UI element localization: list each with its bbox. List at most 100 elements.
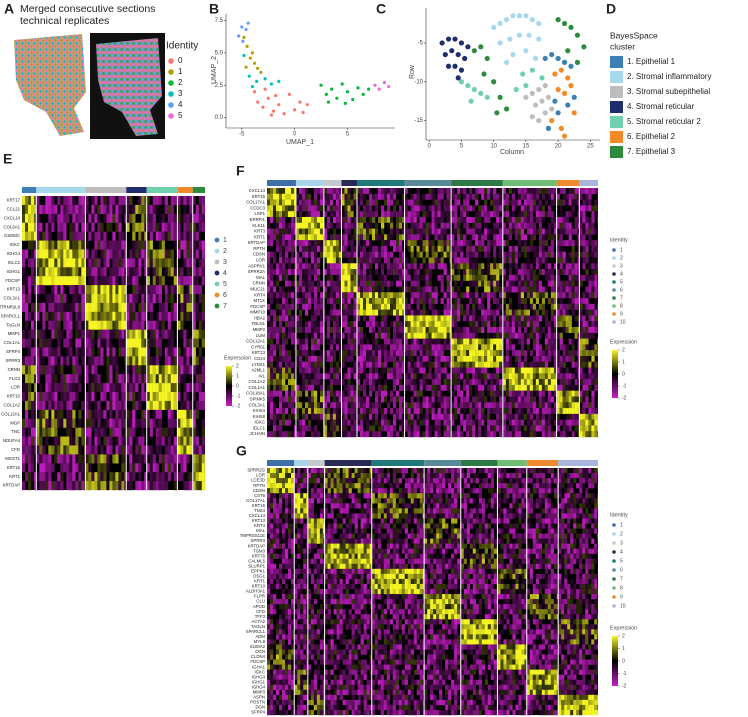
heatmap-cell (158, 481, 162, 491)
heatmap-cell (505, 425, 510, 432)
heatmap-cell (291, 188, 295, 194)
heatmap-cell (437, 326, 441, 333)
heatmap-cell (395, 355, 400, 362)
heatmap-cell (192, 383, 196, 393)
heatmap-cell (282, 240, 286, 247)
heatmap-cell (413, 228, 417, 235)
heatmap-cell (422, 257, 426, 264)
heatmap-cell (329, 425, 334, 432)
heatmap-cell (332, 332, 337, 339)
heatmap-cell (288, 292, 292, 299)
heatmap-cell (377, 205, 382, 212)
heatmap-cell (368, 373, 373, 380)
heatmap-cell (124, 276, 127, 286)
heatmap-cell (291, 413, 295, 420)
heatmap-cell (34, 347, 37, 357)
heatmap-cell (313, 199, 318, 206)
data-point (478, 44, 484, 50)
heatmap-cell (460, 245, 464, 252)
heatmap-cell (31, 472, 35, 482)
heatmap-cell (84, 258, 86, 268)
heatmap-cell (341, 413, 345, 420)
heatmap-cell (141, 329, 145, 339)
heatmap-cell (374, 355, 379, 362)
heatmap-cell (493, 205, 497, 212)
heatmap-cell (135, 436, 139, 446)
heatmap-cell (353, 188, 357, 194)
heatmap-cell (81, 204, 85, 215)
heatmap-cell (22, 249, 26, 259)
heatmap-cell (359, 309, 364, 316)
heatmap-cell (39, 454, 43, 464)
heatmap-cell (404, 309, 408, 316)
heatmap-cell (383, 303, 388, 310)
heatmap-cell (313, 303, 318, 310)
heatmap-cell (443, 396, 447, 403)
heatmap-cell (180, 454, 184, 464)
data-point (340, 82, 344, 86)
x-tick-label: 10 (490, 144, 497, 150)
heatmap-cell (437, 361, 441, 368)
heatmap-cell (146, 409, 150, 419)
data-point (366, 87, 371, 91)
heatmap-cell (449, 373, 452, 380)
heatmap-cell (329, 309, 334, 316)
heatmap-cell (295, 205, 300, 212)
heatmap-cell (106, 204, 110, 215)
heatmap-cell (398, 292, 403, 299)
heatmap-cell (170, 400, 174, 411)
heatmap-cell (57, 338, 61, 348)
heatmap-cell (475, 188, 479, 194)
heatmap-cell (475, 193, 479, 200)
heatmap-cell (374, 286, 379, 293)
heatmap-cell (449, 361, 452, 368)
heatmap-cell (28, 276, 32, 286)
gene-label: NDUFA4 (3, 438, 21, 443)
heatmap-cell (377, 408, 382, 415)
heatmap-cell (407, 373, 411, 380)
heatmap-cell (164, 427, 168, 437)
heatmap-cell (109, 222, 113, 232)
heatmap-cell (353, 332, 357, 339)
heatmap-cell (51, 418, 55, 428)
gene-label: IGKC (9, 242, 20, 247)
heatmap-cell (301, 431, 306, 438)
heatmap-cell (377, 361, 382, 368)
heatmap-cell (463, 367, 467, 374)
heatmap-cell (443, 199, 447, 206)
heatmap-cell (466, 222, 470, 229)
heatmap-cell (28, 240, 32, 250)
heatmap-cell (437, 315, 441, 322)
heatmap-cell (313, 269, 318, 276)
heatmap-cell (457, 431, 461, 438)
heatmap-cell (121, 267, 125, 277)
heatmap-cell (36, 409, 40, 419)
heatmap-cell (279, 240, 283, 247)
heatmap-cell (481, 240, 485, 247)
heatmap-cell (407, 263, 411, 270)
heatmap-cell (413, 257, 417, 264)
heatmap-cell (410, 222, 414, 229)
heatmap-cell (288, 193, 292, 200)
heatmap-cell (66, 311, 70, 321)
heatmap-cell (279, 355, 283, 362)
heatmap-cell (144, 258, 147, 268)
heatmap-cell (362, 280, 367, 287)
heatmap-cell (51, 320, 55, 330)
heatmap-cell (407, 367, 411, 374)
heatmap-cell (437, 234, 441, 241)
tissue-section (96, 38, 162, 136)
heatmap-cell (499, 396, 503, 403)
heatmap-cell (121, 472, 125, 482)
heatmap-cell (267, 326, 271, 333)
heatmap-cell (129, 472, 133, 482)
heatmap-cell (273, 251, 277, 258)
heatmap-cell (298, 390, 303, 397)
heatmap-cell (304, 251, 309, 258)
heatmap-cell (285, 303, 289, 310)
heatmap-cell (126, 365, 130, 375)
heatmap-cell (472, 419, 476, 426)
heatmap-cell (295, 396, 300, 403)
heatmap-cell (115, 436, 119, 446)
data-point (345, 90, 350, 94)
